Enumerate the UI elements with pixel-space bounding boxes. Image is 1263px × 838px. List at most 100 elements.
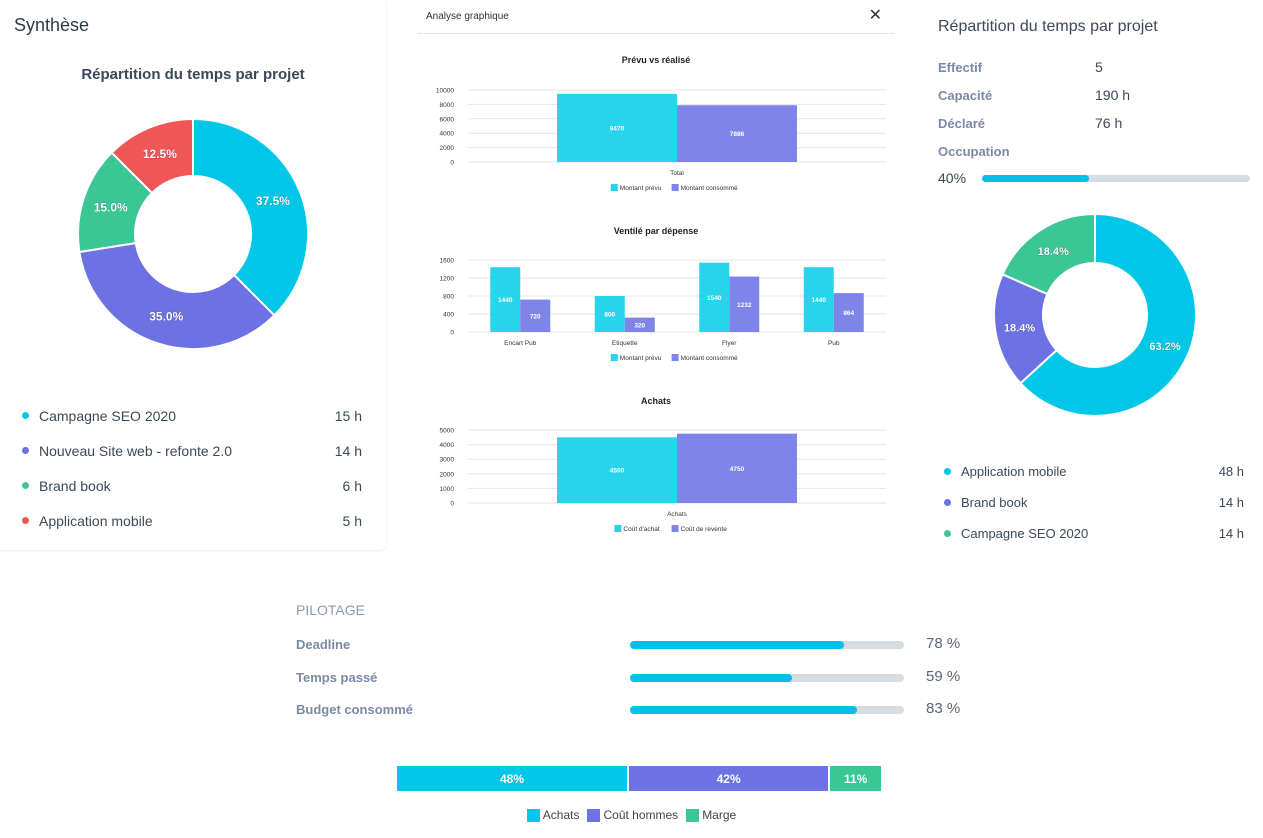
- donut-slice-label: 37.5%: [256, 194, 290, 208]
- legend-label-montant-consomme[interactable]: Montant consommé: [681, 185, 738, 192]
- stacked-segment-marge[interactable]: 11%: [828, 766, 881, 791]
- legend-dot-icon: [22, 517, 29, 524]
- achats-chart: 5000 4000 3000 2000 1000 0 4500 4750 Achats Coût …: [440, 428, 886, 533]
- legend-dot-icon: [944, 499, 951, 506]
- y-tick-label: 8000: [440, 102, 455, 109]
- donut-slice-application-mobile[interactable]: [110, 117, 194, 195]
- donut-slice-campagne-seo-2020[interactable]: [192, 117, 309, 317]
- legend-label-cout-d-achat[interactable]: Coût d'achat: [623, 526, 659, 533]
- y-tick-label: 800: [443, 294, 454, 301]
- x-tick-label: Etiquette: [612, 340, 638, 347]
- stat-label-capacite: Capacité: [938, 88, 993, 103]
- chart-title-prevu-realise: Prévu vs réalisé: [621, 55, 691, 65]
- stacked-segment-achats[interactable]: 48%: [397, 766, 628, 791]
- bar-montant-prevu-pub[interactable]: [803, 267, 834, 332]
- legend-value: 14 h: [334, 442, 362, 459]
- pilotage-progress-fill: [630, 706, 858, 714]
- stacked-legend-item-cout-hommes[interactable]: Coût hommes: [587, 808, 678, 822]
- cost-split-stacked-bar: 48% 42% 11%: [397, 766, 881, 791]
- legend-label-montant-prevu[interactable]: Montant prévu: [620, 185, 662, 192]
- bar-value-label: 4500: [610, 468, 625, 475]
- donut-slice-nouveau-site-web-refonte-2-0[interactable]: [78, 241, 276, 350]
- donut-slice-campagne-seo-2020[interactable]: [1001, 212, 1096, 296]
- y-tick-label: 0: [450, 330, 454, 337]
- legend-label: Achats: [542, 808, 580, 822]
- bar-montant-consomme-pub[interactable]: [833, 293, 864, 332]
- donut-slice-label: 18.4%: [1004, 322, 1035, 334]
- close-icon[interactable]: ✕: [868, 7, 882, 24]
- pilotage-label: Deadline: [296, 637, 351, 652]
- chart-title-achats: Achats: [640, 396, 671, 406]
- bar-montant-consomme-total[interactable]: [677, 105, 797, 162]
- legend-value: 14 h: [1218, 526, 1244, 541]
- legend-item-application-mobile[interactable]: Application mobile 5 h: [22, 503, 362, 538]
- legend-swatch: [671, 354, 679, 361]
- stat-label-effectif: Effectif: [938, 60, 983, 75]
- pilotage-row-temps-passe: Temps passé 59 %: [296, 668, 996, 688]
- stacked-legend-item-achats[interactable]: Achats: [526, 808, 580, 822]
- pilotage-title: PILOTAGE: [296, 602, 365, 618]
- stat-value-declare: 76 h: [1095, 115, 1123, 131]
- legend-dot-icon: [22, 447, 29, 454]
- pilotage-progress-fill: [630, 641, 844, 649]
- bar-cout-de-revente-achats[interactable]: [677, 433, 797, 503]
- x-tick-label: Pub: [828, 340, 840, 347]
- bar-value-label: 4750: [730, 466, 745, 473]
- legend-value: 5 h: [342, 512, 362, 529]
- bar-montant-prevu-flyer[interactable]: [699, 262, 730, 332]
- legend-dot-icon: [944, 530, 951, 537]
- bar-montant-consomme-etiquette[interactable]: [624, 317, 655, 332]
- donut-legend: Campagne SEO 2020 15 h Nouveau Site web - …: [22, 398, 362, 538]
- legend-label: Brand book: [39, 477, 111, 494]
- legend-item-campagne-seo-2020[interactable]: Campagne SEO 2020 14 h: [944, 518, 1244, 549]
- legend-label-montant-consomme[interactable]: Montant consommé: [681, 355, 738, 362]
- y-tick-label: 2000: [440, 145, 455, 152]
- bar-value-label: 720: [530, 313, 541, 320]
- y-tick-label: 1000: [440, 486, 455, 493]
- bar-value-label: 800: [604, 312, 615, 319]
- legend-item-brand-book[interactable]: Brand book 14 h: [944, 487, 1244, 518]
- legend-label-cout-de-revente[interactable]: Coût de revente: [681, 526, 728, 533]
- x-tick-label: Achats: [667, 511, 688, 518]
- page-title: Synthèse: [14, 15, 90, 35]
- synthese-panel: Synthèse Répartition du temps par projet…: [0, 0, 386, 550]
- pilotage-progress-fill: [630, 673, 792, 682]
- legend-swatch: [671, 525, 679, 532]
- bar-cout-d-achat-achats[interactable]: [557, 437, 677, 503]
- bar-value-label: 1440: [812, 297, 827, 304]
- bar-value-label: 7886: [730, 131, 745, 138]
- occupation-label: Occupation: [938, 144, 1010, 159]
- legend-label: Campagne SEO 2020: [961, 526, 1089, 541]
- bar-montant-prevu-total[interactable]: [557, 93, 677, 162]
- chart-title-ventile: Ventilé par dépense: [613, 226, 699, 236]
- occupation-progress-track: [982, 175, 1250, 182]
- stat-label-declare: Déclaré: [938, 116, 985, 131]
- stacked-segment-cout-hommes[interactable]: 42%: [627, 766, 829, 791]
- bar-montant-prevu-encart-pub[interactable]: [490, 267, 521, 332]
- bar-montant-consomme-encart-pub[interactable]: [520, 299, 551, 332]
- pilotage-value: 78 %: [926, 635, 961, 652]
- legend-label-montant-prevu[interactable]: Montant prévu: [620, 355, 662, 362]
- right-time-split-donut-chart: 63.2% 18.4% 18.4%: [993, 212, 1197, 417]
- legend-item-application-mobile[interactable]: Application mobile 48 h: [944, 456, 1244, 487]
- pilotage-progress-track: [630, 673, 904, 682]
- legend-item-brand-book[interactable]: Brand book 6 h: [22, 468, 362, 503]
- legend-label: Campagne SEO 2020: [39, 407, 176, 424]
- legend-item-campagne-seo-2020[interactable]: Campagne SEO 2020 15 h: [22, 398, 362, 433]
- donut-slice-label: 18.4%: [1038, 246, 1069, 258]
- legend-value: 15 h: [334, 407, 362, 424]
- legend-label: Application mobile: [39, 512, 153, 529]
- donut-slice-label: 12.5%: [143, 147, 177, 161]
- panel-title: Répartition du temps par projet: [938, 18, 1158, 35]
- bar-montant-prevu-etiquette[interactable]: [594, 296, 625, 332]
- donut-slice-application-mobile[interactable]: [1019, 212, 1197, 417]
- bar-value-label: 320: [634, 322, 645, 329]
- legend-item-nouveau-site-web-refonte-2-0[interactable]: Nouveau Site web - refonte 2.0 14 h: [22, 433, 362, 468]
- stacked-legend-item-marge[interactable]: Marge: [686, 808, 736, 822]
- bar-value-label: 1232: [737, 302, 752, 309]
- y-tick-label: 400: [443, 312, 454, 319]
- modal-header: Analyse graphique ✕: [418, 0, 894, 34]
- bar-montant-consomme-flyer[interactable]: [729, 276, 760, 332]
- bar-value-label: 1440: [498, 297, 513, 304]
- legend-swatch: [686, 808, 700, 822]
